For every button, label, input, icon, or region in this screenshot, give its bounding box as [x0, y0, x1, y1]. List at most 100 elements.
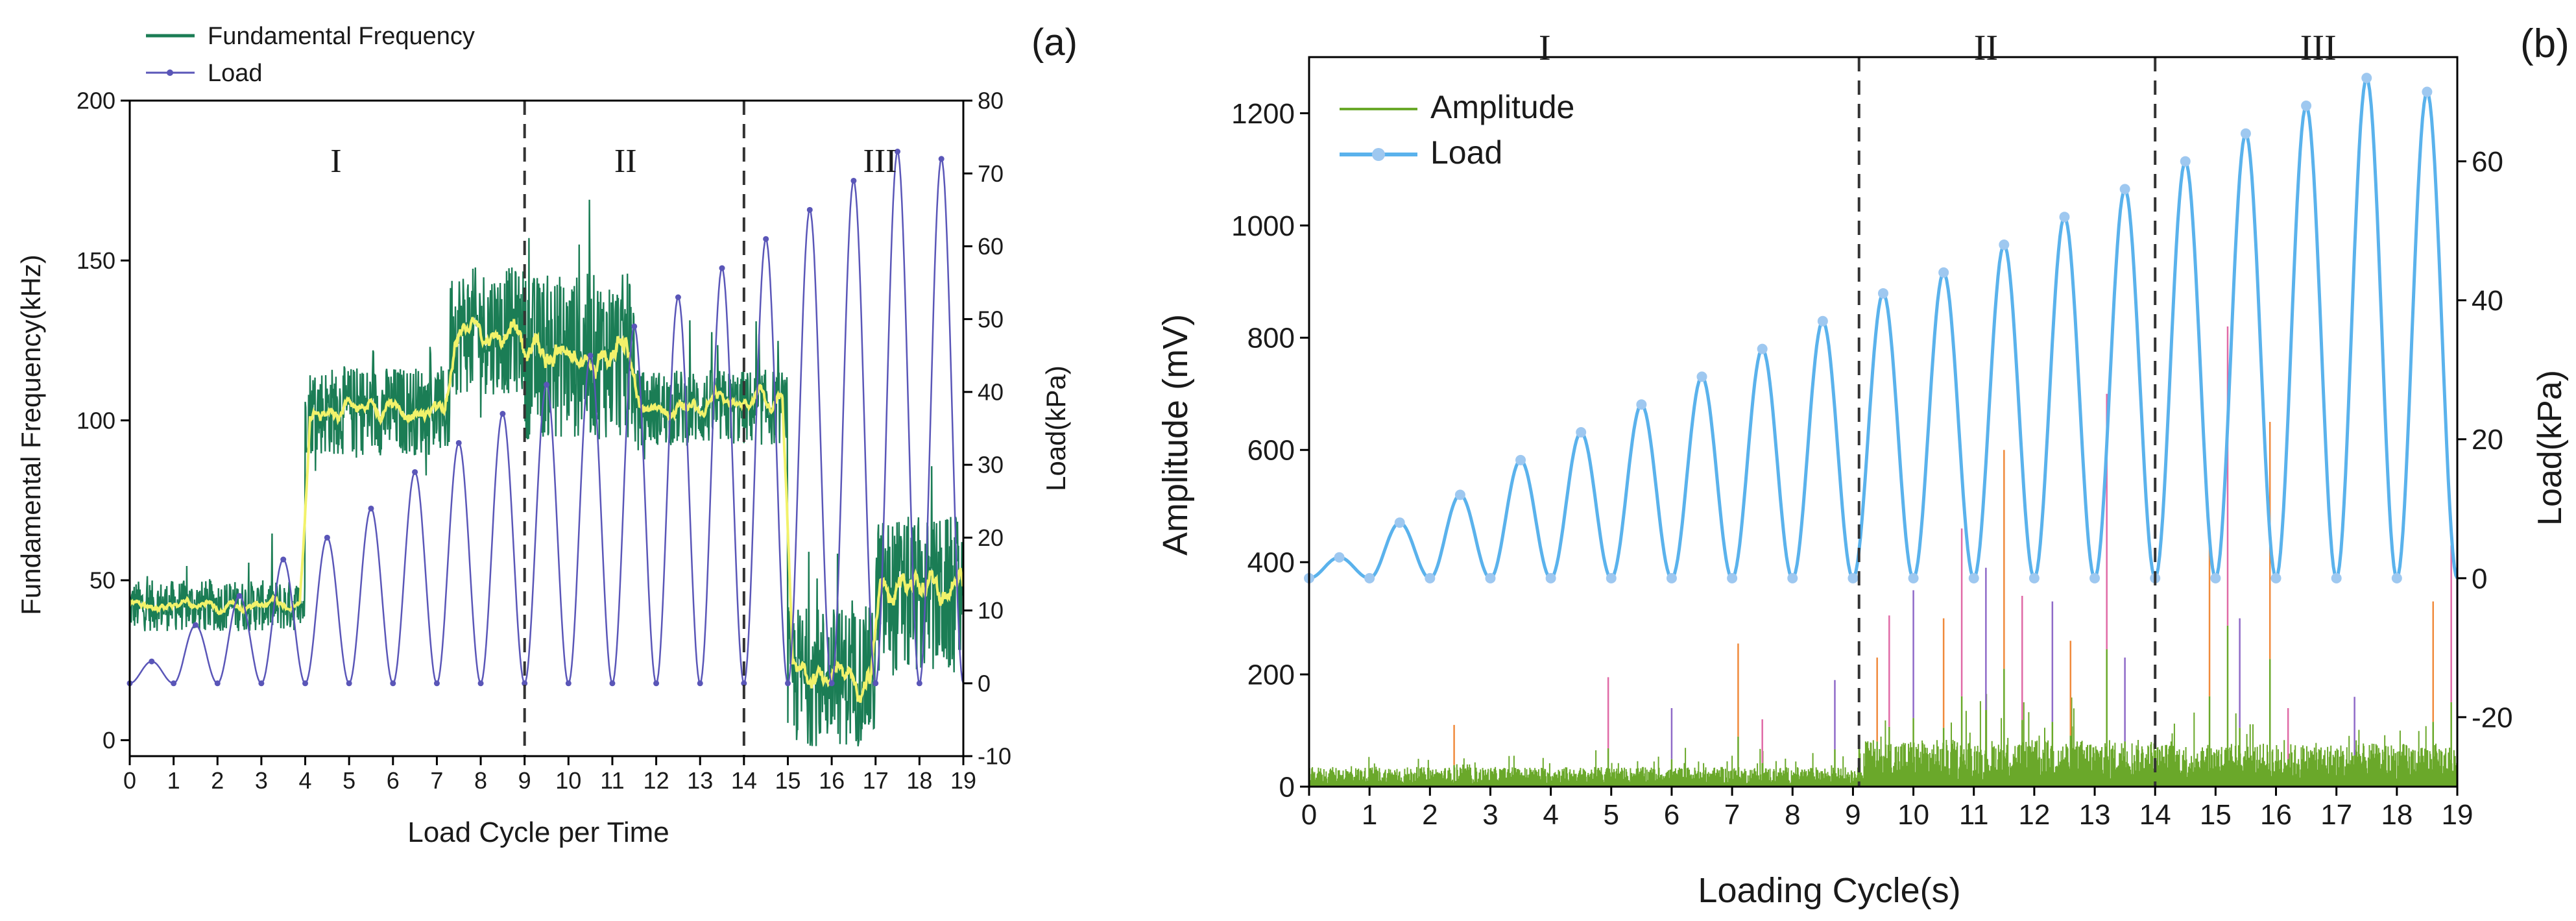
panel-a-axes: 0 1 2 3 4 5 6 7 8 9 10 11 12 13 14 15 16 17 18 190501001502…: [77, 88, 1011, 794]
x-tick-label: 16: [2260, 799, 2292, 831]
load-peak-marker: [324, 534, 330, 541]
panel-b-load-series: [1304, 73, 2459, 583]
legend-label-load-b: Load: [1430, 134, 1502, 171]
panel-a-y-axis-title: Fundamental Frequency(kHz): [16, 254, 46, 615]
load-trough-marker-b: [2331, 572, 2342, 583]
x-tick-label: 3: [255, 767, 268, 794]
x-tick-label: 18: [906, 767, 932, 794]
x-tick-label: 14: [731, 767, 757, 794]
x-tick-label: 6: [1664, 799, 1679, 831]
load-trough-marker-b: [2210, 572, 2221, 583]
x-tick-label: 5: [1604, 799, 1619, 831]
y-tick-label: 150: [77, 247, 115, 274]
frequency-line: [128, 199, 964, 746]
y2-tick-label: 70: [978, 160, 1004, 187]
x-tick-label: 12: [644, 767, 669, 794]
x-tick-label: 17: [863, 767, 889, 794]
load-peak-marker: [763, 236, 769, 242]
load-trough-marker: [171, 680, 177, 687]
load-trough-marker: [522, 680, 528, 687]
load-peak-marker-b: [2119, 184, 2130, 195]
load-trough-marker-b: [1727, 572, 1738, 583]
load-trough-marker-b: [2028, 572, 2040, 583]
x-tick-label: 7: [1724, 799, 1740, 831]
stage-label: I: [1539, 28, 1551, 68]
x-tick-label: 13: [687, 767, 713, 794]
stage-label: III: [863, 143, 897, 180]
y2-tick-label: 20: [2472, 424, 2503, 456]
load-trough-marker: [697, 680, 703, 687]
y-tick-label: 600: [1247, 435, 1295, 467]
stage-label: II: [614, 143, 637, 180]
a-plot-frame: [128, 99, 965, 757]
y2-tick-label: -20: [2472, 702, 2513, 733]
x-tick-label: 10: [555, 767, 581, 794]
panel-b-y-axis-title: Amplitude (mV): [1156, 314, 1195, 556]
load-trough-marker-b: [1908, 572, 1919, 583]
legend-label-load: Load: [208, 60, 263, 87]
load-trough-marker-b: [1666, 572, 1677, 583]
y2-tick-label: 80: [978, 88, 1004, 114]
x-tick-label: 11: [600, 767, 624, 794]
x-tick-label: 9: [1845, 799, 1860, 831]
load-trough-marker: [741, 680, 747, 687]
x-tick-label: 11: [1959, 799, 1989, 831]
x-tick-label: 8: [1785, 799, 1800, 831]
x-tick-label: 1: [1362, 799, 1377, 831]
load-peak-marker: [368, 505, 374, 511]
load-trough-marker: [609, 680, 616, 687]
load-peak-marker-b: [1757, 343, 1768, 354]
load-peak-marker-b: [1817, 315, 1828, 326]
load-peak-marker: [544, 382, 549, 388]
x-tick-label: 14: [2139, 799, 2171, 831]
load-trough-marker: [258, 680, 265, 687]
y-tick-label: 0: [102, 727, 115, 754]
y2-tick-label: 40: [2472, 285, 2503, 317]
load-peak-marker: [895, 149, 901, 155]
load-peak-marker-b: [2301, 100, 2312, 111]
load-peak-marker: [806, 206, 813, 213]
x-tick-label: 7: [430, 767, 443, 794]
load-peak-marker: [412, 469, 418, 475]
x-tick-label: 6: [387, 767, 400, 794]
x-tick-label: 5: [343, 767, 355, 794]
load-peak-marker: [149, 658, 155, 665]
panel-a-stage-dividers: [523, 101, 745, 756]
load-trough-marker-b: [1425, 572, 1436, 583]
x-tick-label: 15: [775, 767, 800, 794]
y2-tick-label: 10: [978, 597, 1004, 624]
load-peak-marker-b: [1938, 267, 1949, 278]
load-peak-marker: [280, 556, 287, 563]
load-peak-marker: [500, 411, 506, 417]
x-tick-label: 4: [1543, 799, 1558, 831]
x-tick-label: 9: [518, 767, 531, 794]
load-trough-marker: [214, 680, 221, 687]
load-trough-marker: [390, 680, 396, 687]
panel-a-chart: 0 1 2 3 4 5 6 7 8 9 10 11 12 13 14 15 16 17 18 190501001502…: [16, 21, 1077, 848]
legend-marker-load-b: [1372, 148, 1385, 161]
x-tick-label: 19: [950, 767, 976, 794]
panel-b-x-axis-title: Loading Cycle(s): [1698, 871, 1960, 910]
x-tick-label: 19: [2442, 799, 2474, 831]
y-tick-label: 200: [77, 88, 115, 114]
load-peak-marker-b: [1636, 399, 1647, 410]
load-trough-marker-b: [2270, 572, 2281, 583]
load-trough-marker: [784, 680, 791, 687]
load-trough-marker-b: [1606, 572, 1617, 583]
y2-tick-label: 60: [2472, 146, 2503, 178]
panel-b-chart: 0 1 2 3 4 5 6 7 8 9 10 11 12 13 14 15 16 17 18 190200400600…: [1156, 21, 2570, 910]
panel-a-load-series: [126, 149, 965, 687]
legend-label-amplitude: Amplitude: [1430, 89, 1574, 125]
load-trough-marker: [916, 680, 922, 687]
load-trough-marker-b: [2089, 572, 2101, 583]
panel-b-label: (b): [2520, 21, 2570, 66]
load-peak-marker-b: [2422, 86, 2433, 97]
load-trough-marker: [477, 680, 484, 687]
x-tick-label: 13: [2079, 799, 2111, 831]
load-trough-marker: [828, 680, 835, 687]
load-trough-marker-b: [2391, 572, 2402, 583]
x-tick-label: 12: [2018, 799, 2050, 831]
x-tick-label: 15: [2200, 799, 2232, 831]
y2-tick-label: 30: [978, 452, 1004, 478]
